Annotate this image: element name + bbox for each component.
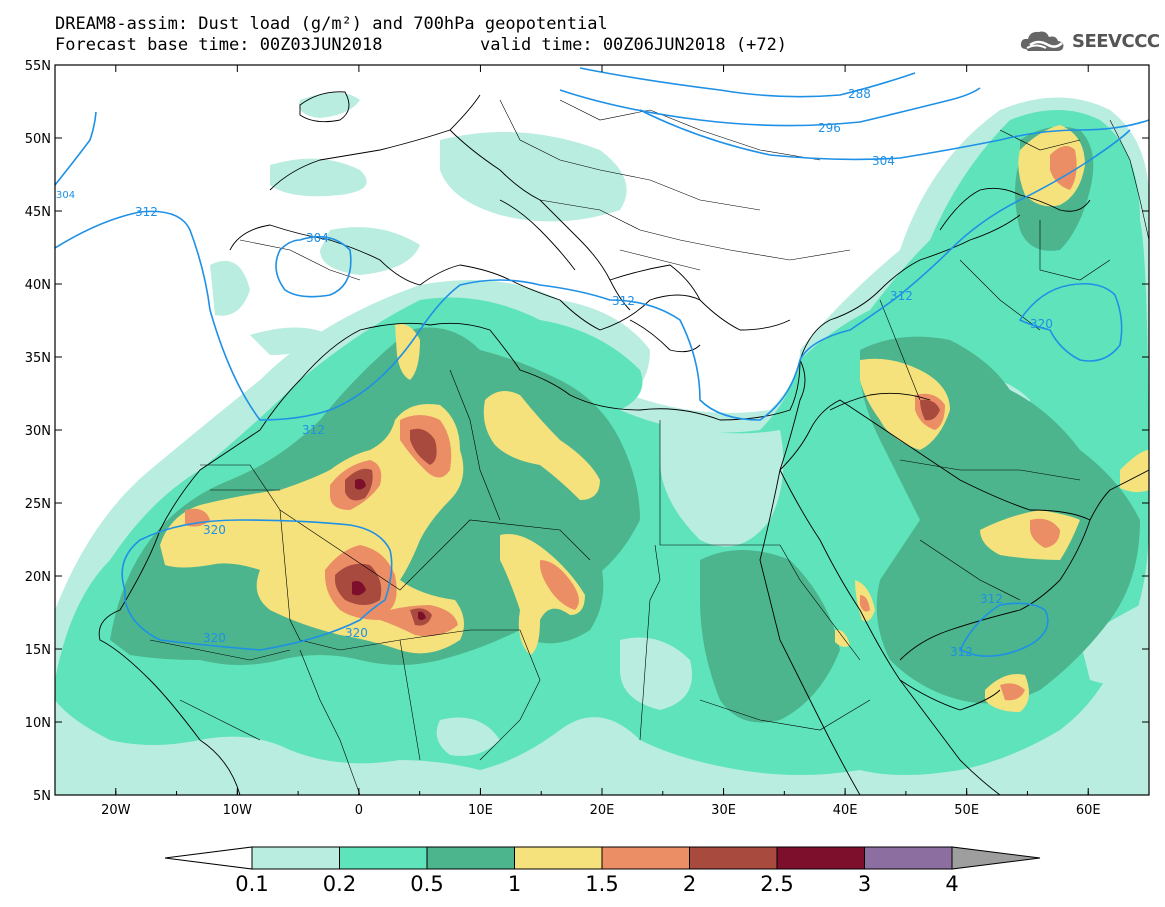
lat-label: 55N [25,59,51,74]
lat-label: 15N [25,643,51,658]
lat-label: 45N [25,205,51,220]
lat-label: 30N [25,424,51,439]
colorbar-segment [864,846,953,870]
lat-label: 20N [25,570,51,585]
axis-ticks [54,64,1150,796]
contour-label: 320 [203,631,226,645]
lon-label: 20E [590,803,615,818]
contour-label: 312 [980,592,1003,606]
lon-label: 30E [711,803,736,818]
map-title: DREAM8-assim: Dust load (g/m²) and 700hP… [55,14,608,34]
geopotential-contours [55,67,1149,658]
colorbar-label: 4 [945,872,959,896]
contour-label: 304 [306,231,329,245]
forecast-base-time: Forecast base time: 00Z03JUN2018 valid ti… [55,35,787,55]
colorbar-label: 0.1 [235,872,269,896]
dust-level-2.5 [352,478,426,620]
dust-level-2 [335,399,940,626]
colorbar-label: 1 [507,872,522,896]
contour-label: 312 [612,294,635,308]
colorbar-label: 0.5 [410,872,444,896]
lat-label: 50N [25,132,51,147]
contour-label: 304 [56,190,75,201]
lon-label: 10E [468,803,493,818]
colorbar-segment [689,846,778,870]
longitude-labels: 20W 10W 0 10E 20E 30E 40E 50E 60E [101,803,1101,818]
contour-label: 320 [1030,317,1053,331]
colorbar-label: 2 [682,872,697,896]
base-time: Forecast base time: 00Z03JUN2018 [55,35,383,55]
colorbar-segment [251,846,340,870]
contour-label: 320 [203,523,226,537]
contour-labels: 288 296 304 304 304 312 312 312 312 312 … [56,87,1053,659]
lon-label: 20W [101,803,131,818]
colorbar-label: 2.5 [760,872,794,896]
contour-label: 312 [302,423,325,437]
colorbar-over-arrow [951,846,1041,870]
contour-label: 304 [872,154,895,168]
colorbar-segment [514,846,603,870]
logo-text: SEEVCCC [1072,30,1160,52]
lat-label: 25N [25,497,51,512]
lat-label: 35N [25,351,51,366]
seevccc-logo: SEEVCCC [1018,26,1160,56]
contour-label: 320 [345,626,368,640]
lat-label: 5N [33,789,51,804]
colorbar-segment [339,846,428,870]
contour-label: 312 [135,205,158,219]
colorbar-under-arrow [164,846,253,870]
colorbar-segment [776,846,865,870]
valid-time: valid time: 00Z06JUN2018 (+72) [480,35,788,55]
country-borders [149,99,1149,795]
coastlines [98,91,1149,795]
contour-label: 288 [848,87,871,101]
lon-label: 10W [223,803,253,818]
latitude-labels: 55N 50N 45N 40N 35N 30N 25N 20N 15N 10N 5N [25,59,51,804]
lon-label: 60E [1076,803,1101,818]
colorbar-segment [601,846,690,870]
lon-label: 50E [954,803,979,818]
contour-label: 312 [890,289,913,303]
lat-label: 40N [25,278,51,293]
colorbar [164,846,1041,870]
colorbar-label: 1.5 [585,872,619,896]
lon-label: 0 [355,803,363,818]
colorbar-label: 3 [857,872,872,896]
colorbar-label: 0.2 [322,872,357,896]
contour-label: 312 [950,645,973,659]
contour-label: 296 [818,121,841,135]
cloud-icon [1020,31,1064,51]
colorbar-segment [426,846,515,870]
lat-label: 10N [25,716,51,731]
lon-label: 40E [833,803,858,818]
